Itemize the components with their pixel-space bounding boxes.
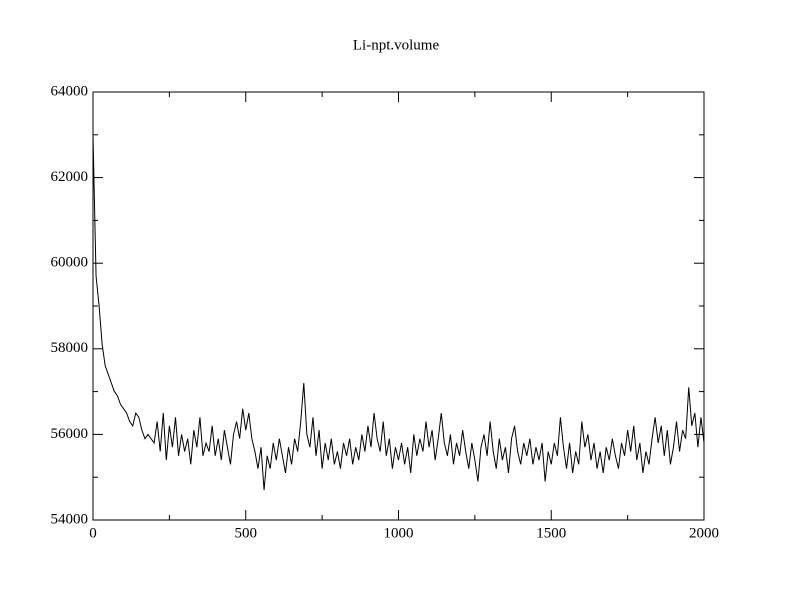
y-tick-label: 58000 [51,340,89,356]
x-tick-label: 0 [89,525,97,541]
x-tick-label: 1500 [536,525,566,541]
x-tick-label: 1000 [384,525,414,541]
y-tick-label: 64000 [51,83,89,99]
y-tick-label: 56000 [51,426,89,442]
plot-frame [92,91,705,521]
x-tick-label: 2000 [689,525,719,541]
chart-title: Li-npt.volume [353,37,440,53]
y-tick-label: 60000 [51,255,89,271]
y-tick-label: 54000 [51,511,89,527]
x-tick-label: 500 [235,525,258,541]
data-line [92,134,705,491]
y-tick-label: 62000 [51,169,89,185]
